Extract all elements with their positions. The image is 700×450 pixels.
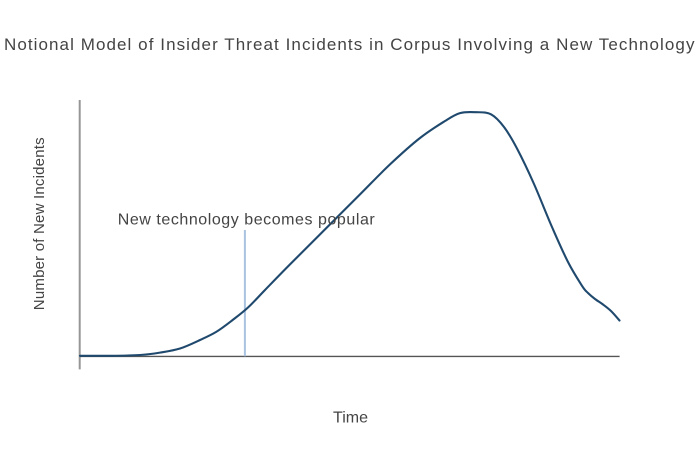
svg-text:Number of New Incidents: Number of New Incidents bbox=[31, 137, 48, 310]
svg-text:New technology becomes popular: New technology becomes popular bbox=[118, 212, 376, 229]
svg-text:Notional Model of Insider Thre: Notional Model of Insider Threat Inciden… bbox=[4, 35, 696, 54]
svg-text:Time: Time bbox=[333, 410, 368, 427]
